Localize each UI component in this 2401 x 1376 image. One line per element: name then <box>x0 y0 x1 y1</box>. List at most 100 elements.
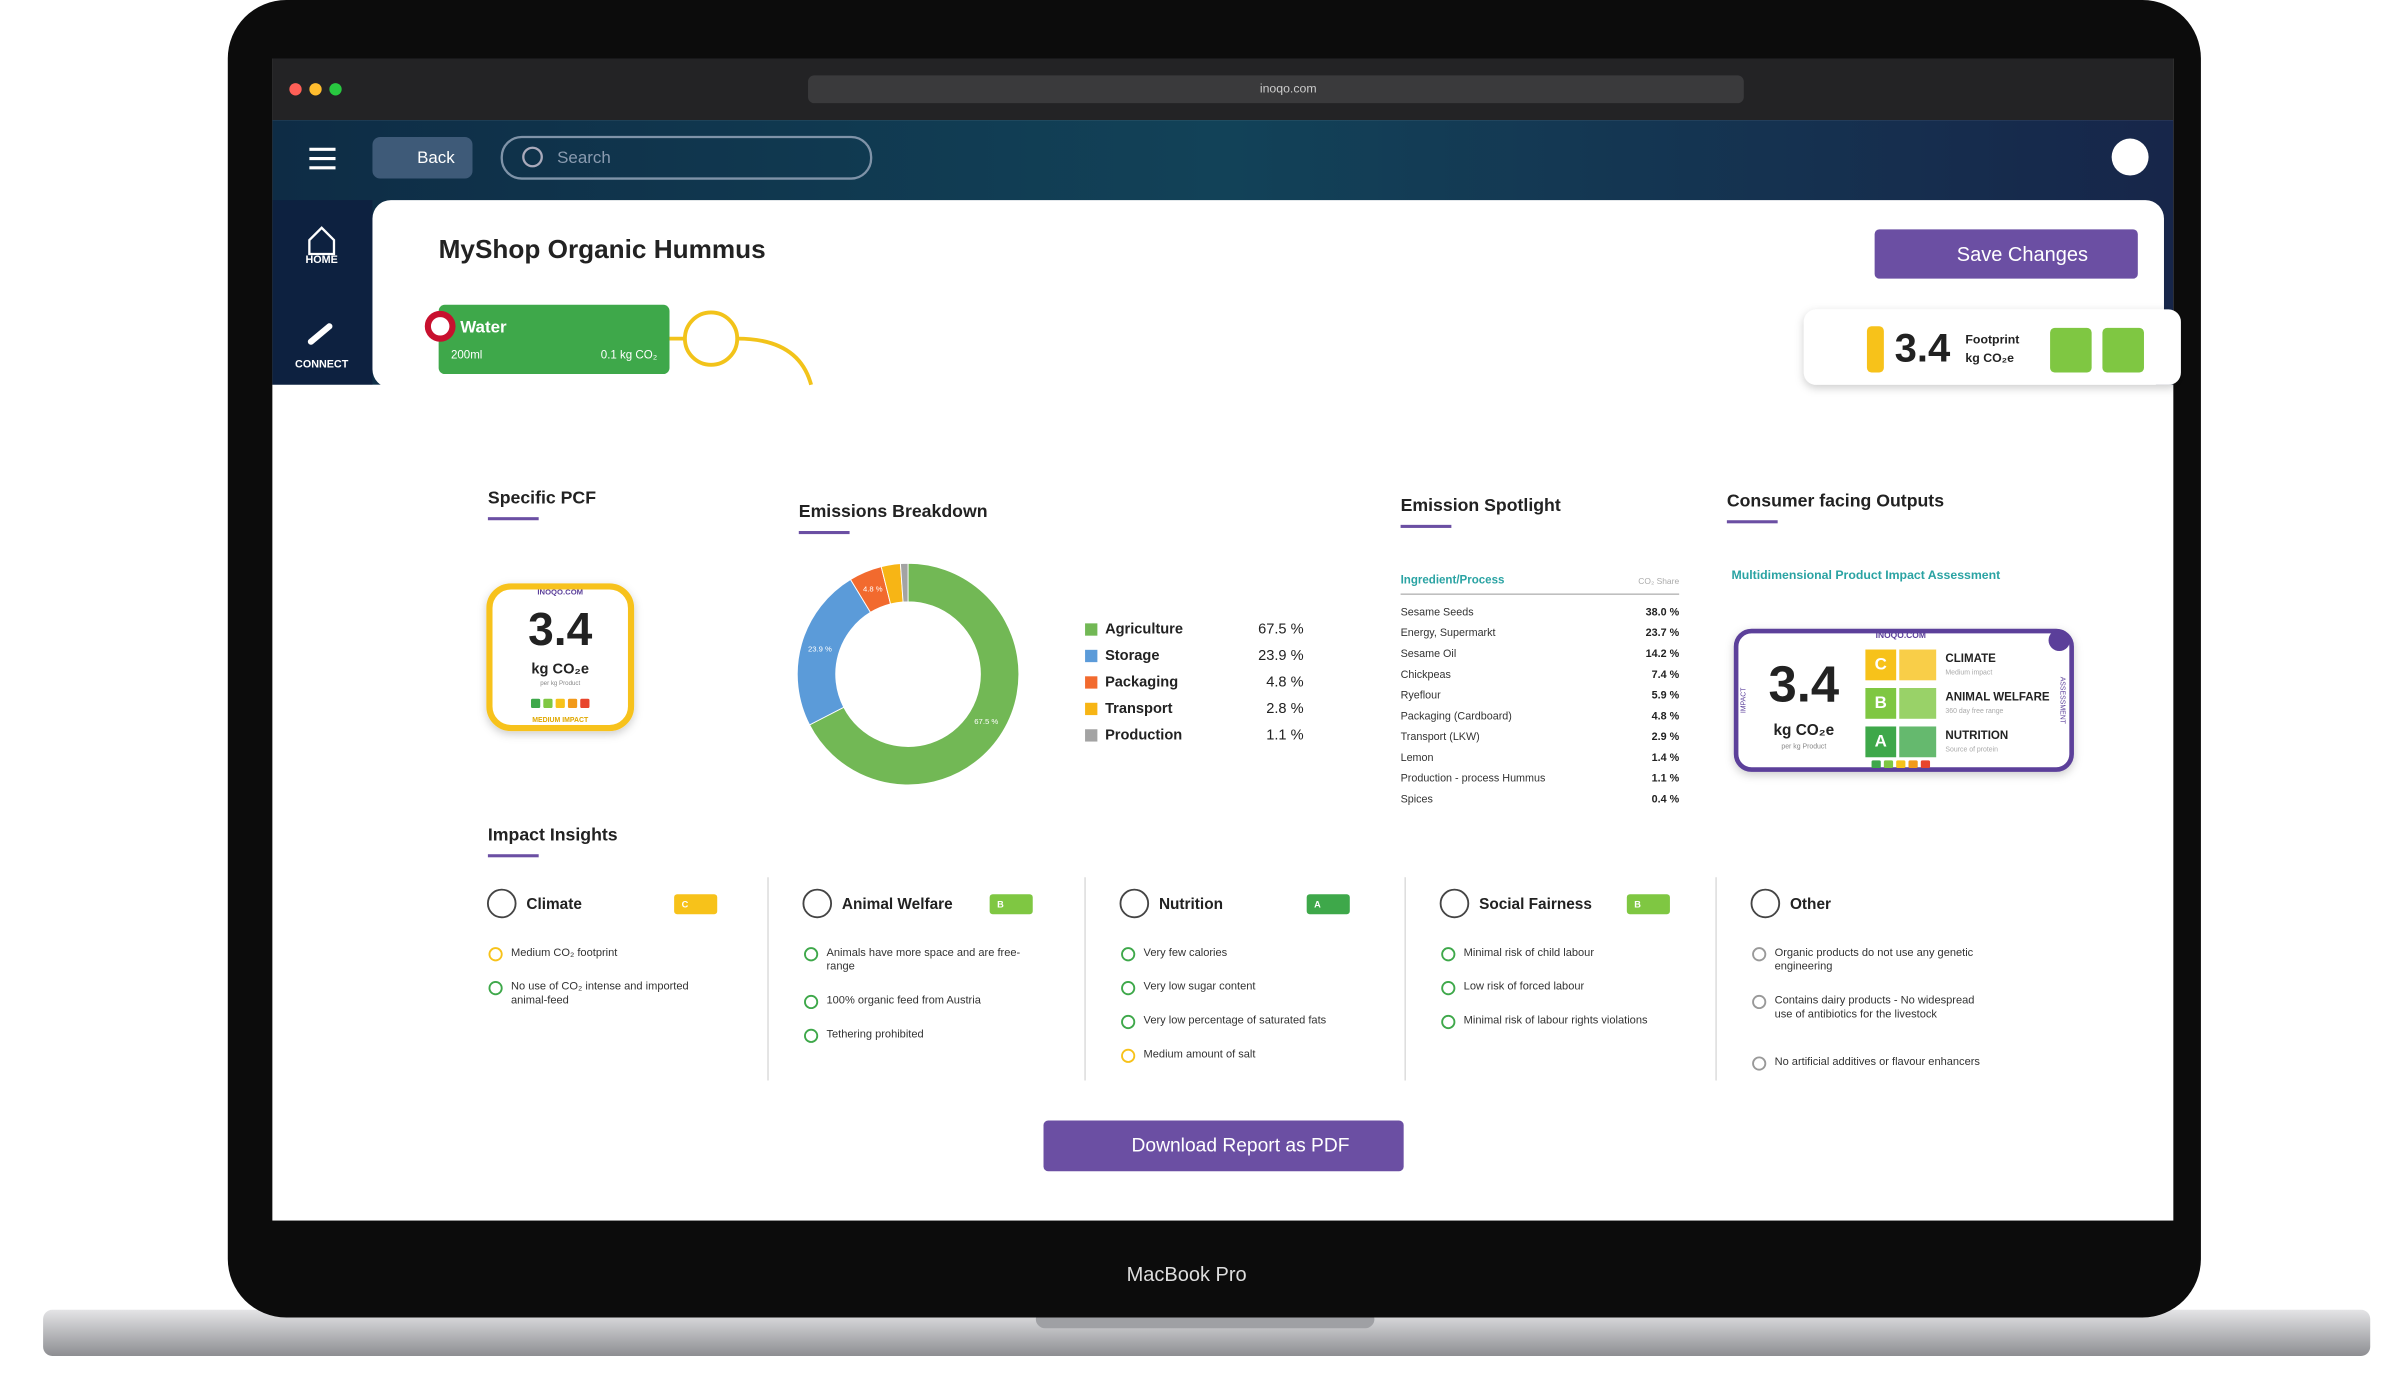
subtitle: Multidimensional Product Impact Assessme… <box>1731 568 2000 582</box>
item-icon <box>1752 1056 1767 1071</box>
section-title: Consumer facing Outputs <box>1727 490 1944 510</box>
dimension: ANIMAL WELFARE <box>1945 691 2050 703</box>
item-text: Medium CO₂ footprint <box>510 945 618 959</box>
grade-badge <box>674 894 718 915</box>
icon-box <box>1899 649 1937 681</box>
item-text: Very low sugar content <box>1143 978 1256 993</box>
connector <box>669 336 813 386</box>
menu-icon[interactable] <box>309 147 336 170</box>
item-icon <box>1121 1014 1136 1030</box>
node-water[interactable] <box>438 304 670 375</box>
legend-value: 1.1 % <box>1266 727 1303 743</box>
legend-label: Production <box>1105 727 1182 743</box>
minimize[interactable] <box>309 83 322 96</box>
legend-value: 2.8 % <box>1266 701 1303 717</box>
transport-node[interactable] <box>682 310 740 367</box>
item-text: Tethering prohibited <box>826 1026 924 1041</box>
search-box[interactable] <box>500 135 873 180</box>
item-text: Tethering prohibited <box>826 1026 924 1041</box>
save-label: Save Changes <box>1957 244 2088 266</box>
scale-dot <box>555 698 565 709</box>
row-name: Production - process Hummus <box>1401 773 1546 785</box>
insight-title: Other <box>1790 896 1831 913</box>
insight-icon <box>1439 888 1470 919</box>
insight-title: Climate <box>526 896 582 913</box>
address-bar[interactable] <box>808 75 1744 104</box>
item-text: Organic products do not use any genetic … <box>1774 945 1974 973</box>
item-text: 100% organic feed from Austria <box>826 993 980 1007</box>
product-card <box>372 200 2164 388</box>
item-text: Animals have more space and are free-ran… <box>826 945 1020 973</box>
scale-dot <box>1871 760 1881 769</box>
table-header: Ingredient/Process <box>1401 574 1505 586</box>
row-name: Chickpeas <box>1401 669 1451 681</box>
node-name: Water <box>460 317 507 336</box>
download-button[interactable] <box>1043 1120 1404 1172</box>
insight-title: Social Fairness <box>1479 896 1592 913</box>
check-icon <box>2048 629 2071 652</box>
grade: C <box>682 899 689 909</box>
scale-dot <box>580 698 590 709</box>
grade-box <box>1865 726 1897 758</box>
dimension: NUTRITION <box>1945 730 2008 742</box>
row-name: Ryeflour <box>1401 690 1442 702</box>
connect-icon[interactable] <box>307 323 333 345</box>
item-text: Minimal risk of labour rights violations <box>1464 1013 1648 1027</box>
home-icon[interactable] <box>308 226 336 256</box>
scale-dot <box>567 698 578 709</box>
pcf-unit: kg CO₂e <box>531 661 589 677</box>
scale-dot <box>530 698 541 709</box>
insight-icon <box>486 888 517 919</box>
row-name: Packaging (Cardboard) <box>1401 710 1512 722</box>
back-button[interactable] <box>372 137 473 179</box>
label-value: 3.4 <box>1769 655 1840 712</box>
zoom[interactable] <box>329 83 342 96</box>
row-share: 4.8 % <box>1652 710 1680 722</box>
item-icon <box>804 1028 819 1043</box>
grade-box <box>1865 649 1897 681</box>
row-share: 5.9 % <box>1652 690 1680 702</box>
home-label: HOME <box>306 254 338 266</box>
item-text: Contains dairy products - No widespread … <box>1774 992 1975 1021</box>
avatar[interactable] <box>2111 138 2149 176</box>
row-name: Energy, Supermarkt <box>1401 627 1496 639</box>
back-label: Back <box>417 148 455 167</box>
table-header: CO₂ Share <box>1638 576 1679 586</box>
row-share: 23.7 % <box>1646 627 1680 639</box>
grade: C <box>1875 654 1887 673</box>
item-text: Very few calories <box>1144 945 1228 959</box>
legend-label: Agriculture <box>1105 621 1183 637</box>
scale-dot <box>1883 760 1894 769</box>
device-label: MacBook Pro <box>1127 1264 1247 1286</box>
slice-label: 23.9 % <box>808 644 832 653</box>
scale-dot <box>1908 760 1918 769</box>
item-text: No use of CO₂ intense and imported anima… <box>510 978 689 1007</box>
row-name: Sesame Oil <box>1401 648 1457 660</box>
section-title: Emissions Breakdown <box>799 501 988 521</box>
legend-swatch <box>1085 729 1098 742</box>
save-button[interactable] <box>1874 229 2138 279</box>
laptop-base <box>43 1309 2371 1356</box>
close[interactable] <box>289 83 302 96</box>
legend-value: 23.9 % <box>1258 648 1303 664</box>
legend-swatch <box>1085 623 1098 636</box>
item-text: Contains dairy products - No widespread … <box>1774 992 1975 1021</box>
icon-box <box>1899 726 1937 758</box>
item-icon <box>488 981 503 996</box>
legend-swatch <box>1085 649 1098 663</box>
grade-badge <box>1306 894 1350 915</box>
brand: INOQO.COM <box>1876 630 1926 640</box>
dimension: CLIMATE <box>1945 653 1996 665</box>
item-text: No use of CO₂ intense and imported anima… <box>510 978 689 1007</box>
main-panel <box>272 384 2174 1221</box>
download-label: Download Report as PDF <box>1132 1136 1350 1157</box>
item-icon <box>1121 947 1136 962</box>
footprint-unit: kg CO₂e <box>1965 351 2014 365</box>
row-share: 38.0 % <box>1646 606 1680 618</box>
item-text: Minimal risk of child labour <box>1463 945 1595 959</box>
heading-underline <box>487 854 539 858</box>
legend-value: 67.5 % <box>1258 621 1303 637</box>
item-text: Medium CO₂ footprint <box>510 945 618 959</box>
row-name: Spices <box>1401 793 1433 805</box>
